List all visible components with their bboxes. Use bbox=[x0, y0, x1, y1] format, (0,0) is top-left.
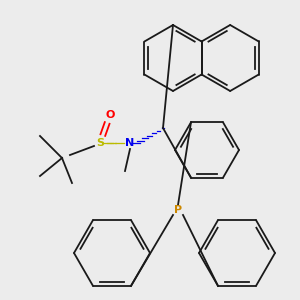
Text: S: S bbox=[96, 138, 104, 148]
Text: O: O bbox=[105, 110, 115, 120]
Text: P: P bbox=[174, 205, 182, 215]
Text: N: N bbox=[125, 138, 135, 148]
